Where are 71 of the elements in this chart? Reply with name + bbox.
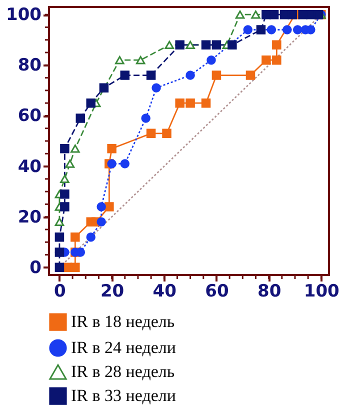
point [54, 232, 64, 242]
point [107, 144, 116, 154]
point [272, 40, 282, 50]
point [60, 144, 70, 154]
point [146, 70, 156, 80]
y-tick-label: 0 [30, 258, 42, 278]
x-tick-label: 20 [100, 282, 124, 302]
point [54, 218, 64, 226]
point [201, 98, 211, 108]
y-tick-label: 100 [6, 5, 42, 26]
point [251, 10, 260, 19]
point [164, 40, 174, 50]
point [86, 98, 96, 108]
point [60, 174, 70, 184]
point [186, 70, 195, 80]
legend-label: IR в 18 недель [71, 312, 175, 331]
point [96, 202, 106, 212]
point [96, 217, 106, 227]
point [288, 10, 297, 20]
point [152, 83, 161, 93]
x-tick-label: 100 [304, 282, 340, 302]
point [86, 232, 96, 242]
x-tick-label: 40 [152, 282, 177, 302]
point [115, 56, 124, 64]
point [70, 262, 80, 272]
point [186, 40, 195, 50]
point [262, 55, 271, 65]
point [104, 202, 114, 212]
point [201, 40, 211, 50]
point [235, 10, 245, 19]
x-tick-label: 60 [205, 282, 229, 302]
legend-label: IR в 33 недели [71, 386, 176, 405]
point [60, 189, 70, 199]
point [175, 98, 184, 108]
point [186, 98, 195, 108]
point [269, 10, 279, 20]
point [60, 202, 70, 212]
point [99, 83, 109, 93]
y-tick-label: 60 [18, 106, 42, 126]
point [70, 144, 80, 153]
x-tick-label: 80 [257, 282, 282, 302]
point [175, 40, 184, 50]
point [266, 25, 276, 34]
legend-label: IR в 24 недели [71, 338, 176, 357]
point [314, 10, 324, 20]
y-tick-label: 80 [18, 56, 42, 76]
point [256, 25, 266, 34]
x-tick-label: 0 [54, 282, 66, 302]
point [282, 25, 292, 34]
point [146, 128, 156, 138]
y-tick-label: 40 [18, 156, 42, 177]
point [65, 160, 75, 168]
point [162, 128, 172, 138]
point [246, 70, 256, 80]
point [212, 70, 222, 80]
point [76, 114, 86, 123]
point [54, 262, 64, 272]
point [70, 232, 80, 242]
point [228, 40, 237, 50]
point [212, 40, 222, 50]
point [107, 159, 116, 168]
point [272, 55, 282, 65]
legend-label: IR в 28 недель [71, 362, 175, 381]
point [136, 56, 146, 64]
point [243, 25, 252, 34]
point [120, 159, 130, 168]
point [120, 70, 130, 80]
point [141, 114, 150, 123]
point [292, 25, 302, 34]
point [206, 55, 216, 65]
y-tick-label: 20 [18, 207, 42, 228]
